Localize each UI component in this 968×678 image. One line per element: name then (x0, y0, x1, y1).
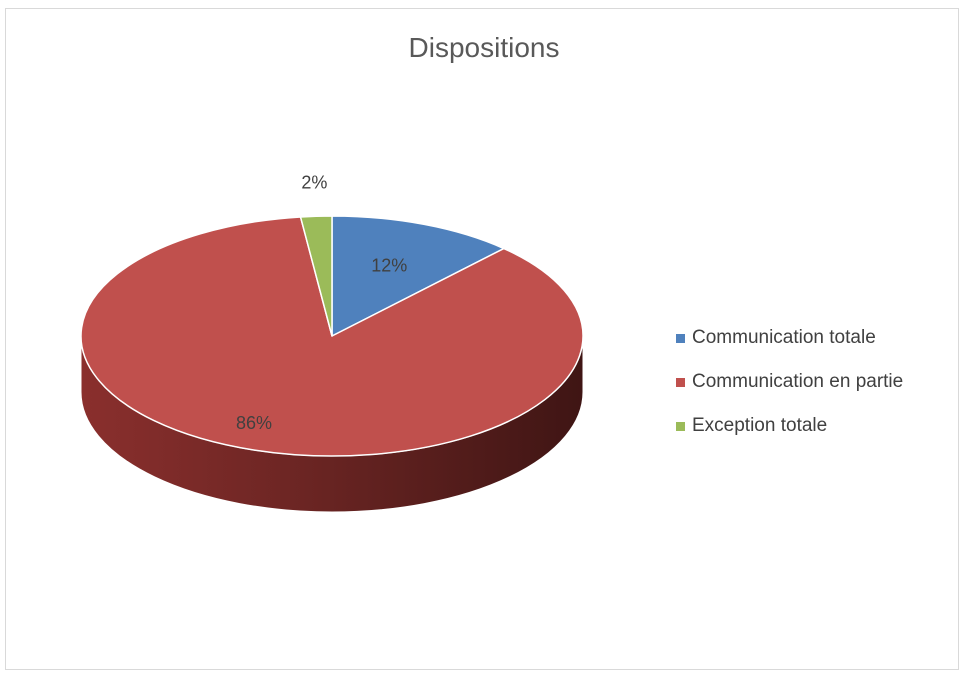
chart-title: Dispositions (408, 32, 560, 63)
legend-swatch (676, 421, 685, 431)
pie-data-labels: 12% 86% 2% (236, 173, 407, 433)
legend-item: Communication en partie (676, 360, 903, 404)
pie-slice-communication-totale (331, 215, 505, 337)
pie-top-face (80, 215, 584, 457)
legend-label: Communication en partie (692, 371, 904, 392)
legend-item: Communication totale (676, 316, 903, 360)
data-label-communication-totale: 12% (371, 256, 407, 276)
data-label-exception-totale: 2% (301, 173, 327, 193)
legend-label: Communication totale (692, 327, 876, 348)
legend: Communication totale Communication en par… (676, 316, 903, 448)
legend-item: Exception totale (676, 404, 903, 448)
data-label-communication-en-partie: 86% (236, 413, 272, 433)
pie-slice-exception-totale (299, 215, 333, 337)
legend-label: Exception totale (692, 415, 828, 436)
legend-swatch (676, 377, 685, 387)
legend-swatch (676, 333, 685, 343)
